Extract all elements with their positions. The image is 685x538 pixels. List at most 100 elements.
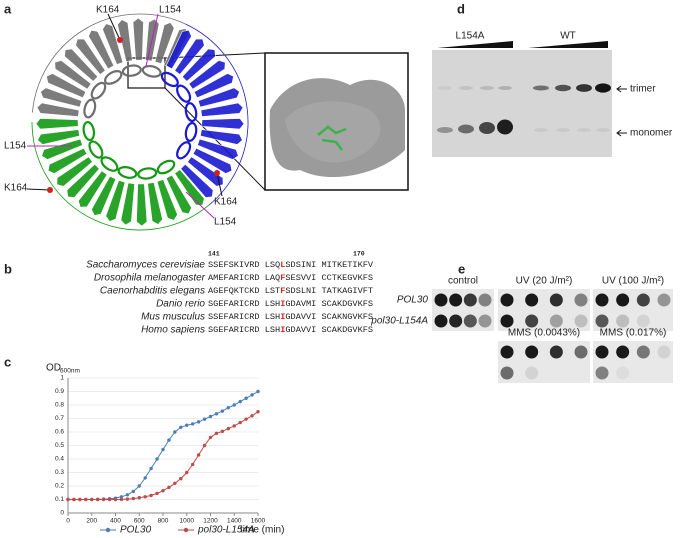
data-point	[214, 431, 219, 436]
beta-strand	[64, 48, 99, 82]
data-point	[155, 491, 159, 496]
data-point	[244, 417, 248, 421]
data-point	[256, 389, 260, 394]
x-axis-label: time (min)	[240, 525, 284, 536]
gel	[432, 50, 612, 157]
data-point	[208, 435, 213, 440]
plate	[498, 341, 590, 383]
beta-strand	[193, 73, 234, 99]
data-point	[244, 396, 248, 400]
beta-strand	[54, 60, 92, 90]
sequence: SGEFARICRD LSHIGDAVMI SCAKDGVKFS	[208, 299, 373, 309]
spot	[549, 345, 563, 359]
y-tick-label: 0.3	[55, 469, 64, 476]
band	[458, 124, 474, 134]
species: Mus musculus	[141, 312, 205, 323]
beta-strand	[120, 182, 135, 226]
helix	[121, 64, 142, 77]
data-point	[196, 453, 201, 457]
highlight-residue: F	[280, 286, 285, 296]
spot	[525, 345, 539, 359]
highlight-residue: F	[280, 273, 285, 283]
beta-strand	[132, 17, 144, 61]
data-point	[149, 493, 153, 498]
panel-letter: b	[4, 261, 12, 276]
sequence-part: AMEFARICRD LAQ	[208, 273, 280, 283]
data-point	[72, 497, 76, 502]
x-tick-label: 1200	[203, 518, 218, 525]
legend-swatch	[183, 527, 189, 533]
spot	[595, 366, 609, 380]
y-axis-label-sub: 600nm	[60, 368, 80, 375]
spot	[574, 314, 588, 328]
sequence-part: SDSINI MITKETIKFV	[285, 260, 374, 270]
band	[437, 127, 453, 133]
beta-strand	[102, 23, 124, 65]
beta-strand	[41, 138, 83, 160]
highlight-residue: I	[280, 312, 285, 322]
data-point	[190, 422, 195, 426]
data-point	[84, 497, 88, 502]
sequence: AMEFARICRD LAQFSESVVI CCTKEGVKFS	[208, 273, 373, 283]
y-tick-label: 0.4	[55, 456, 64, 463]
residue-dot	[214, 170, 220, 176]
data-point	[256, 410, 260, 414]
x-tick-label: 1400	[227, 518, 242, 525]
beta-strand	[165, 29, 192, 70]
data-point	[202, 443, 207, 448]
x-tick-label: 600	[134, 518, 145, 525]
loop	[185, 23, 249, 206]
spot	[434, 314, 448, 328]
spot	[500, 314, 514, 328]
spot	[525, 366, 539, 380]
beta-strand	[66, 163, 100, 198]
helix	[176, 84, 192, 103]
band	[459, 86, 473, 90]
sequence-part: GDAVVI SCAKNGVKFS	[285, 312, 373, 322]
spot	[463, 293, 477, 307]
sequence-part: AGEFQKTCKD LST	[208, 286, 280, 296]
spot	[595, 345, 609, 359]
residue-label: L154	[214, 217, 237, 228]
x-tick-label: 800	[158, 518, 169, 525]
data-point	[185, 470, 189, 475]
spot	[574, 293, 588, 307]
sequence-part: SESVVI CCTKEGVKFS	[285, 273, 373, 283]
band	[480, 86, 494, 90]
residue-label: L154	[4, 141, 27, 152]
spot	[478, 314, 492, 328]
sequence: SSEFARICRD LSHIGDAVVI SCAKNGVKFS	[208, 312, 373, 322]
helix	[156, 159, 176, 175]
condition-label: MMS (0.017%)	[600, 328, 667, 339]
sequence-part: SSEFARICRD LSH	[208, 312, 280, 322]
band	[498, 86, 512, 90]
helix	[100, 156, 119, 172]
band-label: monomer	[630, 128, 673, 139]
residue-label: L154	[159, 5, 182, 16]
spot	[574, 345, 588, 359]
x-tick-label: 400	[110, 518, 121, 525]
data-point	[107, 497, 112, 502]
beta-strand	[154, 22, 175, 65]
highlight-residue: I	[280, 299, 285, 309]
data-point	[179, 425, 183, 429]
pointer	[216, 172, 223, 197]
y-tick-label: 0.9	[55, 388, 64, 395]
data-point	[101, 497, 106, 502]
species: Caenorhabditis elegans	[100, 286, 205, 297]
helix	[103, 70, 123, 85]
beta-strand	[105, 179, 126, 222]
data-point	[167, 438, 171, 442]
sequence-part: GDAVMI SCAKDGVKFS	[285, 299, 373, 309]
data-point	[119, 497, 124, 502]
helix	[83, 98, 97, 119]
data-point	[250, 393, 254, 397]
band	[576, 84, 592, 92]
spot	[500, 293, 514, 307]
data-point	[232, 424, 236, 428]
beta-strand	[136, 183, 148, 227]
helix	[90, 81, 107, 100]
data-point	[173, 481, 177, 485]
y-tick-label: 0.7	[55, 415, 64, 422]
